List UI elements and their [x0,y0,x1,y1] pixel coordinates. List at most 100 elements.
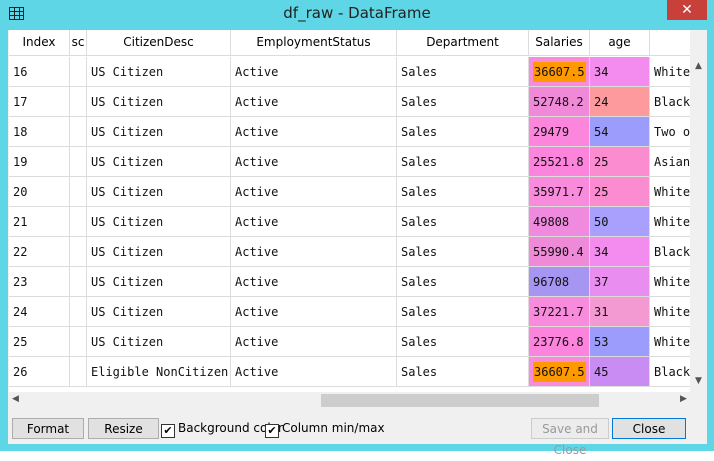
race-cell: Two or [650,117,690,147]
department-text: Sales [401,95,438,109]
age-text: 50 [594,215,609,229]
salary-text: 49808 [533,215,570,229]
index-cell: 24 [9,297,70,327]
age-text: 25 [594,185,609,199]
citizen-cell: US Citizen [87,57,231,87]
format-button[interactable]: Format [12,418,84,439]
salary-cell: 36607.5 [529,57,590,87]
citizen-text: US Citizen [91,305,164,319]
race-cell: White [650,267,690,297]
index-cell: 20 [9,177,70,207]
salary-text: 55990.4 [533,245,584,259]
index-cell: 17 [9,87,70,117]
empty-cell [70,117,87,147]
status-text: Active [235,245,279,259]
citizen-cell: US Citizen [87,87,231,117]
status-cell: Active [231,357,397,387]
empty-cell [70,57,87,87]
department-text: Sales [401,305,438,319]
status-cell: Active [231,327,397,357]
department-cell: Sales [397,117,529,147]
content: Index sc CitizenDesc EmploymentStatus Depart… [8,30,707,457]
index-text: 18 [13,125,28,139]
status-text: Active [235,155,279,169]
status-cell: Active [231,57,397,87]
checkbox-label: Column min/max [282,421,385,435]
salary-text: 96708 [533,275,570,289]
index-text: 17 [13,95,28,109]
citizen-cell: Eligible NonCitizen [87,357,231,387]
race-text: White [654,305,690,319]
race-cell: White [650,57,690,87]
race-text: White [654,215,690,229]
status-cell: Active [231,117,397,147]
resize-button[interactable]: Resize [88,418,159,439]
department-text: Sales [401,245,438,259]
citizen-text: US Citizen [91,245,164,259]
status-text: Active [235,305,279,319]
checkbox[interactable]: ✔ Column min/max [265,421,385,438]
age-cell: 45 [590,357,650,387]
age-text: 25 [594,155,609,169]
department-cell: Sales [397,207,529,237]
checkbox-label: Background color [178,421,283,435]
close-button[interactable]: Close [612,418,686,439]
race-text: Black [654,245,690,259]
department-cell: Sales [397,177,529,207]
salary-text: 36607.5 [533,62,586,82]
status-cell: Active [231,267,397,297]
save-close-button: Save and Close [531,418,609,457]
salary-cell: 49808 [529,207,590,237]
race-cell: White [650,207,690,237]
table: Index sc CitizenDesc EmploymentStatus Depart… [9,30,690,392]
salary-cell: 35971.7 [529,177,590,207]
citizen-cell: US Citizen [87,297,231,327]
department-cell: Sales [397,327,529,357]
empty-cell [70,297,87,327]
race-text: White [654,185,690,199]
h-scrollbar[interactable]: ◀ ▶ [8,392,707,409]
column-header: age [590,30,650,56]
column-header: Index [9,30,70,56]
citizen-cell: US Citizen [87,267,231,297]
race-cell: Asian [650,147,690,177]
status-text: Active [235,65,279,79]
citizen-text: Eligible NonCitizen [91,365,229,379]
salary-text: 23776.8 [533,335,584,349]
age-cell: 25 [590,147,650,177]
checkbox-box: ✔ [161,424,175,438]
index-text: 20 [13,185,28,199]
index-cell: 23 [9,267,70,297]
race-text: Black [654,95,690,109]
app-icon [9,7,24,20]
age-cell: 50 [590,207,650,237]
department-text: Sales [401,275,438,289]
checkbox[interactable]: ✔ Background color [161,421,283,438]
salary-cell: 96708 [529,267,590,297]
close-window[interactable]: ✕ [667,0,707,20]
salary-cell: 37221.7 [529,297,590,327]
citizen-text: US Citizen [91,65,164,79]
race-cell: White [650,177,690,207]
salary-text: 52748.2 [533,95,584,109]
citizen-text: US Citizen [91,215,164,229]
age-text: 45 [594,365,609,379]
empty-cell [70,327,87,357]
empty-cell [70,237,87,267]
index-text: 21 [13,215,28,229]
salary-text: 29479 [533,125,570,139]
department-text: Sales [401,65,438,79]
salary-text: 36607.5 [533,362,586,382]
citizen-cell: US Citizen [87,207,231,237]
status-cell: Active [231,87,397,117]
salary-text: 35971.7 [533,185,584,199]
department-text: Sales [401,155,438,169]
v-scrollbar[interactable]: ▲ ▼ [690,55,707,392]
index-text: 26 [13,365,28,379]
status-cell: Active [231,237,397,267]
department-cell: Sales [397,237,529,267]
status-cell: Active [231,297,397,327]
race-text: Asian [654,155,690,169]
department-cell: Sales [397,297,529,327]
index-text: 23 [13,275,28,289]
